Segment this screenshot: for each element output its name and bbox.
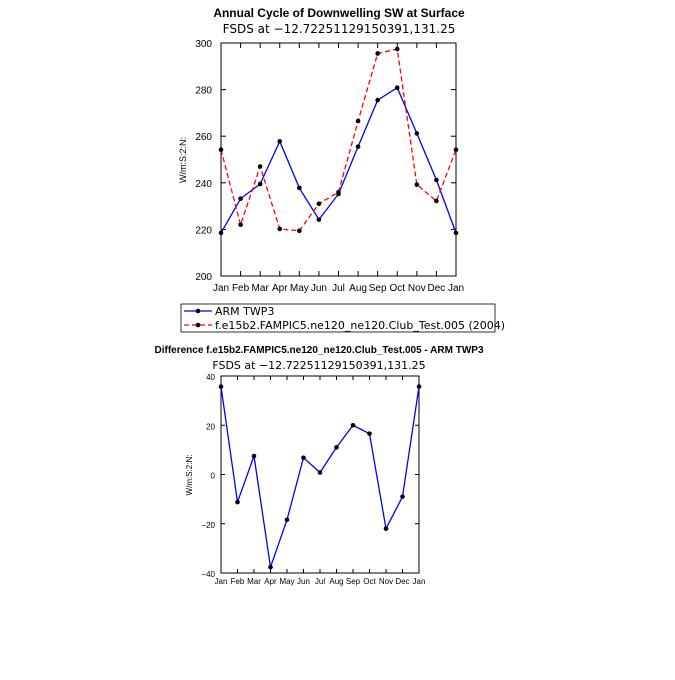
chart-2-series-1-point [317, 470, 323, 475]
chart-1-x-tick-label: Oct [389, 283, 405, 294]
chart-1-x-tick-label: Apr [272, 283, 288, 294]
chart-1-series-2-point [414, 182, 420, 187]
chart-1-series-1-point [316, 217, 322, 222]
legend-box [180, 303, 496, 333]
chart-1-legend: ARM TWP3 f.e15b2.FAMPIC5.ne120_ne120.Clu… [180, 303, 505, 333]
chart-2-series-1-point [284, 517, 290, 523]
chart-2-subtitle: FSDS at −12.72251129150391,131.25 [212, 359, 425, 372]
chart-1-series-2-point [316, 201, 322, 207]
chart-1-y-tick-label: 220 [195, 225, 212, 236]
chart-1-series-1-point [297, 185, 302, 191]
chart-1-series-2-point [218, 147, 224, 153]
chart-1-x-tick-label: Sep [369, 283, 387, 294]
chart-1-series-1-point [434, 177, 439, 183]
annual-cycle-panel: Annual Cycle of Downwelling SW at Surfac… [178, 6, 465, 294]
chart-1-series-2-point [453, 147, 459, 153]
chart-2-series-1-line [220, 386, 420, 568]
chart-2-y-tick-label: 20 [206, 422, 215, 431]
chart-1-plot-area: Jan Feb Mar Apr May Jun Jul Aug Sep Oct Nov Dec Jan2… [195, 39, 464, 294]
chart-2-x-tick-label: May [279, 577, 294, 586]
chart-2-x-tick-label: Jul [315, 577, 325, 586]
chart-1-y-tick-label: 280 [195, 86, 212, 97]
chart-1-series-1-point [453, 230, 459, 236]
chart-2-y-tick-label: 0 [211, 472, 216, 481]
chart-1-subtitle: FSDS at −12.72251129150391,131.25 [223, 22, 456, 36]
chart-2-series-1-point [416, 384, 422, 389]
difference-panel: Difference f.e15b2.FAMPIC5.ne120_ne120.C… [155, 345, 484, 586]
chart-1-series-2-point [336, 189, 341, 195]
legend-marker-arm [195, 308, 201, 314]
chart-2-series-1-point [218, 384, 224, 389]
chart-2-x-tick-label: Apr [264, 577, 277, 586]
chart-1-series-1-line [220, 86, 457, 234]
chart-1-series-1-point [414, 131, 420, 136]
chart-2-y-tick-label: 40 [206, 373, 215, 382]
chart-1-y-tick-label: 300 [195, 39, 212, 50]
chart-1-x-tick-label: May [290, 283, 309, 294]
chart-1-series-2-line [220, 48, 457, 232]
chart-1-x-tick-label: Nov [408, 283, 426, 294]
chart-1-y-tick-label: 260 [195, 132, 212, 143]
chart-2-x-tick-label: Jan [215, 577, 228, 586]
chart-1-series-2-point [297, 228, 302, 234]
legend-entry-arm: ARM TWP3 [215, 305, 274, 318]
chart-1-x-tick-label: Mar [252, 283, 270, 294]
chart-2-x-tick-label: Mar [247, 577, 261, 586]
chart-1-series-1-point [238, 196, 243, 201]
chart-1-x-tick-label: Jun [311, 283, 327, 294]
chart-2-series-1-point [301, 455, 306, 461]
chart-2-x-tick-label: Nov [379, 577, 393, 586]
chart-1-series-2-point [394, 46, 400, 52]
chart-2-y-axis-label: W/m:S:2:N: [185, 455, 194, 496]
chart-2-series-1-point [383, 526, 389, 531]
chart-2-series-1-point [235, 499, 240, 505]
chart-1-series-1-point [355, 144, 361, 149]
chart-2-series-1-point [367, 431, 372, 436]
chart-1-series-2-point [257, 164, 263, 169]
chart-1-y-axis-label: W/m:S:2:N: [178, 137, 188, 183]
chart-1-series-2-point [238, 222, 243, 228]
chart-1-series-1-point [257, 181, 263, 187]
chart-2-y-tick-label: −40 [201, 570, 215, 579]
chart-2-series-1-point [334, 445, 339, 450]
chart-1-x-tick-label: Jan [448, 283, 464, 294]
chart-2-x-tick-label: Jun [297, 577, 310, 586]
chart-1-series-2-point [375, 51, 380, 56]
chart-2-x-tick-label: Dec [395, 577, 409, 586]
chart-1-y-tick-label: 240 [195, 179, 212, 190]
chart-1-x-tick-label: Dec [428, 283, 446, 294]
chart-1-series-2-point [355, 118, 361, 124]
chart-2-x-tick-label: Oct [363, 577, 376, 586]
chart-1-series-2-point [434, 198, 439, 204]
chart-1-x-tick-label: Jan [213, 283, 229, 294]
chart-1-x-tick-label: Aug [349, 283, 367, 294]
chart-1-frame [220, 42, 457, 277]
chart-1-x-tick-label: Jul [332, 283, 345, 294]
chart-2-series-1-point [251, 453, 257, 459]
chart-1-series-1-point [277, 139, 283, 144]
chart-1-series-2-point [277, 226, 283, 232]
chart-1-title: Annual Cycle of Downwelling SW at Surfac… [213, 6, 465, 20]
legend-entry-model: f.e15b2.FAMPIC5.ne120_ne120.Club_Test.00… [215, 319, 505, 332]
chart-2-title: Difference f.e15b2.FAMPIC5.ne120_ne120.C… [155, 345, 484, 356]
chart-1-x-tick-label: Feb [232, 283, 250, 294]
chart-2-series-1-point [400, 494, 405, 499]
chart-1-y-tick-label: 200 [195, 272, 212, 283]
chart-2-x-tick-label: Aug [329, 577, 343, 586]
chart-1-series-1-point [375, 97, 380, 103]
chart-1-series-1-point [394, 85, 400, 91]
chart-2-x-tick-label: Feb [231, 577, 245, 586]
chart-2-plot-area: Jan Feb Mar Apr May Jun Jul Aug Sep Oct Nov Dec Jan−… [201, 373, 425, 586]
chart-1-series-1-point [218, 230, 224, 236]
legend-marker-model [195, 322, 201, 328]
chart-2-x-tick-label: Sep [346, 577, 361, 586]
chart-2-series-1-point [268, 564, 273, 570]
chart-2-x-tick-label: Jan [413, 577, 426, 586]
chart-2-series-1-point [350, 422, 356, 428]
chart-2-y-tick-label: −20 [201, 521, 215, 530]
